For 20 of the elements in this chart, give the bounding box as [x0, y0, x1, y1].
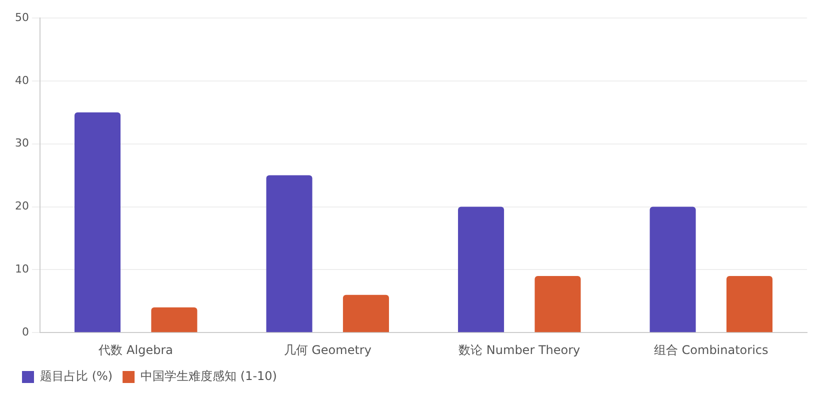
bar	[74, 112, 121, 332]
bar	[266, 175, 312, 332]
bar	[458, 206, 504, 332]
x-tick-label: 几何 Geometry	[284, 342, 372, 357]
y-tick-label: 10	[14, 262, 29, 276]
y-tick-label: 30	[14, 136, 29, 150]
bar	[151, 307, 198, 332]
y-tick-label: 40	[14, 74, 29, 87]
x-tick-label: 组合 Combinatorics	[654, 342, 768, 357]
bar	[342, 294, 389, 332]
bar	[534, 276, 581, 332]
legend-label: 题目占比 (%)	[40, 369, 113, 384]
legend-label: 中国学生难度感知 (1-10)	[140, 369, 277, 384]
x-tick-label: 数论 Number Theory	[458, 342, 580, 357]
y-tick-label: 50	[14, 10, 29, 24]
y-tick-label: 20	[14, 200, 29, 213]
y-tick-label: 0	[22, 325, 29, 338]
bar	[650, 206, 696, 332]
x-tick-label: 代数 Algebra	[98, 342, 174, 357]
bar	[726, 276, 772, 332]
